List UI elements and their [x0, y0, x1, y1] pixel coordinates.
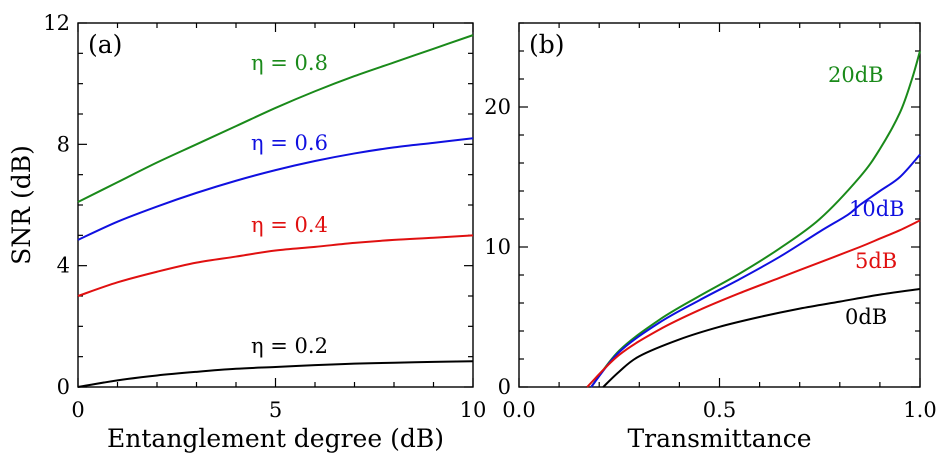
y-tick-label: 0 [57, 375, 70, 399]
panel-a: 0 5 10 0 4 8 12 η = 0.8 η = 0.6 η = 0.4 η = 0.2 (… [7, 11, 486, 453]
panel-a-x-axis-title: Entanglement degree (dB) [107, 424, 444, 453]
panel-b-x-axis-title: Transmittance [627, 424, 811, 453]
y-tick-label: 20 [484, 95, 511, 119]
series-label: 10dB [849, 197, 905, 221]
series-line [77, 34, 474, 203]
y-tick-label: 8 [57, 132, 70, 156]
panel-b: 0.0 0.5 1.0 0 10 20 20dB 10dB 5dB 0dB (b) Transm… [484, 22, 937, 453]
panel-a-tag: (a) [88, 30, 122, 59]
series-label: η = 0.8 [251, 51, 328, 75]
series-line [77, 137, 474, 241]
x-tick-label: 5 [269, 398, 282, 422]
y-tick-label: 10 [484, 235, 511, 259]
series-label: η = 0.6 [251, 131, 328, 155]
panel-b-series-labels: 20dB 10dB 5dB 0dB [828, 63, 905, 329]
series-line [77, 360, 474, 388]
series-label: 20dB [828, 63, 884, 87]
x-tick-label: 1.0 [903, 398, 936, 422]
x-tick-label: 0.5 [703, 398, 736, 422]
panel-a-ticks: 0 5 10 0 4 8 12 [43, 11, 486, 422]
series-label: η = 0.4 [251, 213, 328, 237]
series-label: η = 0.2 [251, 334, 328, 358]
panel-a-frame [77, 22, 474, 388]
panel-b-tag: (b) [529, 30, 565, 59]
series-line [77, 234, 474, 297]
y-tick-label: 12 [43, 11, 70, 35]
panel-b-curves [586, 50, 921, 388]
series-label: 0dB [845, 305, 887, 329]
series-line [602, 288, 921, 388]
x-tick-label: 0.0 [502, 398, 535, 422]
series-label: 5dB [855, 249, 897, 273]
x-tick-label: 10 [460, 398, 487, 422]
panel-a-series-labels: η = 0.8 η = 0.6 η = 0.4 η = 0.2 [251, 51, 328, 358]
series-line [586, 219, 921, 388]
panel-a-y-axis-title: SNR (dB) [7, 145, 36, 265]
panel-b-ticks: 0.0 0.5 1.0 0 10 20 [484, 22, 937, 422]
series-line [590, 153, 921, 388]
panel-a-curves [77, 34, 474, 388]
y-tick-label: 4 [57, 254, 70, 278]
series-line [590, 50, 921, 388]
x-tick-label: 0 [71, 398, 84, 422]
y-tick-label: 0 [498, 375, 511, 399]
